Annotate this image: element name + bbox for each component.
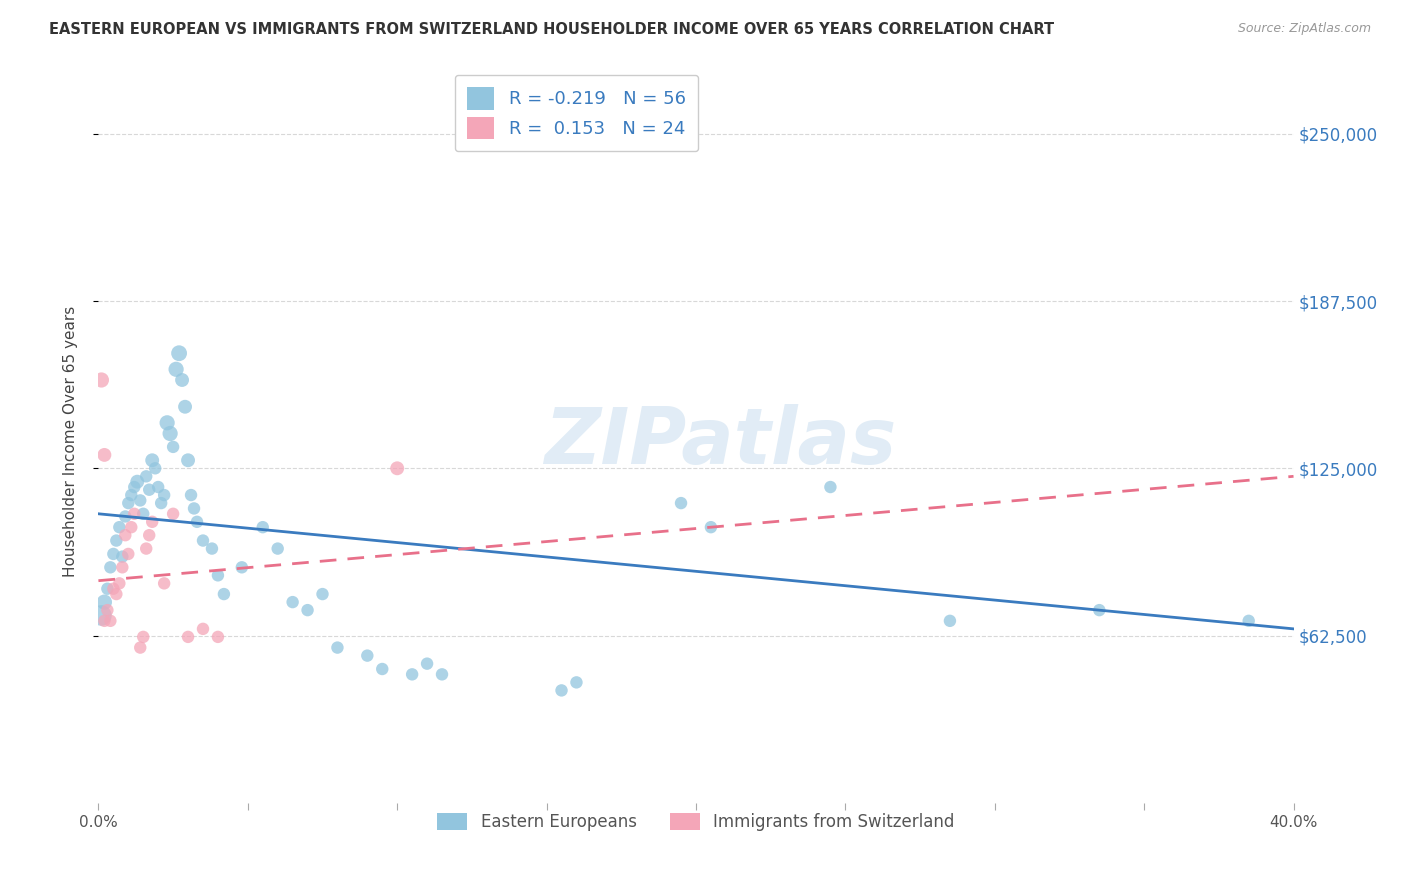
Point (114, 509, 136, 524)
Point (167, 346, 190, 360)
Point (162, 507, 184, 521)
Point (138, 528, 160, 542)
Point (108, 576, 131, 591)
Point (135, 469, 157, 483)
Point (105, 587, 128, 601)
Point (201, 541, 224, 556)
Point (207, 568, 229, 582)
Point (143, 461, 166, 475)
Text: ZIPatlas: ZIPatlas (544, 403, 896, 480)
Point (207, 630, 229, 644)
Point (326, 640, 349, 655)
Point (231, 560, 253, 574)
Point (356, 648, 378, 663)
Point (820, 480, 842, 494)
Point (120, 488, 142, 502)
Text: Source: ZipAtlas.com: Source: ZipAtlas.com (1237, 22, 1371, 36)
Point (212, 587, 235, 601)
Point (177, 630, 200, 644)
Point (252, 520, 274, 534)
Point (281, 595, 304, 609)
Point (93, 614, 115, 628)
Point (96, 582, 118, 596)
Point (141, 515, 163, 529)
Point (1237, 614, 1260, 628)
Point (183, 501, 205, 516)
Point (141, 453, 163, 467)
Point (132, 630, 155, 644)
Point (156, 416, 179, 430)
Point (120, 520, 142, 534)
Point (103, 547, 125, 561)
Point (416, 657, 439, 671)
Point (150, 496, 173, 510)
Point (172, 373, 194, 387)
Point (124, 507, 146, 521)
Point (186, 515, 208, 529)
Point (177, 453, 200, 467)
Point (129, 493, 152, 508)
Point (153, 488, 176, 502)
Point (111, 549, 134, 564)
Point (565, 675, 588, 690)
Point (430, 667, 453, 681)
Point (148, 480, 170, 494)
Point (311, 587, 333, 601)
Point (98, 614, 122, 628)
Point (191, 533, 214, 548)
Point (550, 683, 572, 698)
Point (132, 507, 155, 521)
Point (90, 608, 112, 623)
Point (114, 528, 136, 542)
Point (1088, 603, 1111, 617)
Point (105, 533, 128, 548)
Point (162, 440, 184, 454)
Point (93, 595, 115, 609)
Y-axis label: Householder Income Over 65 years: Householder Income Over 65 years (63, 306, 77, 577)
Point (124, 480, 146, 494)
Point (165, 362, 187, 376)
Point (96, 603, 118, 617)
Point (103, 582, 125, 596)
Point (108, 520, 131, 534)
Point (174, 400, 197, 414)
Point (267, 541, 290, 556)
Legend: Eastern Europeans, Immigrants from Switzerland: Eastern Europeans, Immigrants from Switz… (430, 806, 962, 838)
Point (117, 496, 139, 510)
Point (191, 622, 214, 636)
Text: EASTERN EUROPEAN VS IMMIGRANTS FROM SWITZERLAND HOUSEHOLDER INCOME OVER 65 YEARS: EASTERN EUROPEAN VS IMMIGRANTS FROM SWIT… (49, 22, 1054, 37)
Point (111, 560, 134, 574)
Point (127, 475, 149, 489)
Point (129, 640, 152, 655)
Point (138, 483, 160, 497)
Point (117, 547, 139, 561)
Point (93, 448, 115, 462)
Point (135, 541, 157, 556)
Point (939, 614, 962, 628)
Point (180, 488, 202, 502)
Point (153, 576, 176, 591)
Point (700, 520, 723, 534)
Point (159, 426, 181, 441)
Point (385, 461, 409, 475)
Point (669, 496, 692, 510)
Point (98, 560, 122, 574)
Point (401, 667, 423, 681)
Point (371, 662, 394, 676)
Point (90, 373, 112, 387)
Point (297, 603, 319, 617)
